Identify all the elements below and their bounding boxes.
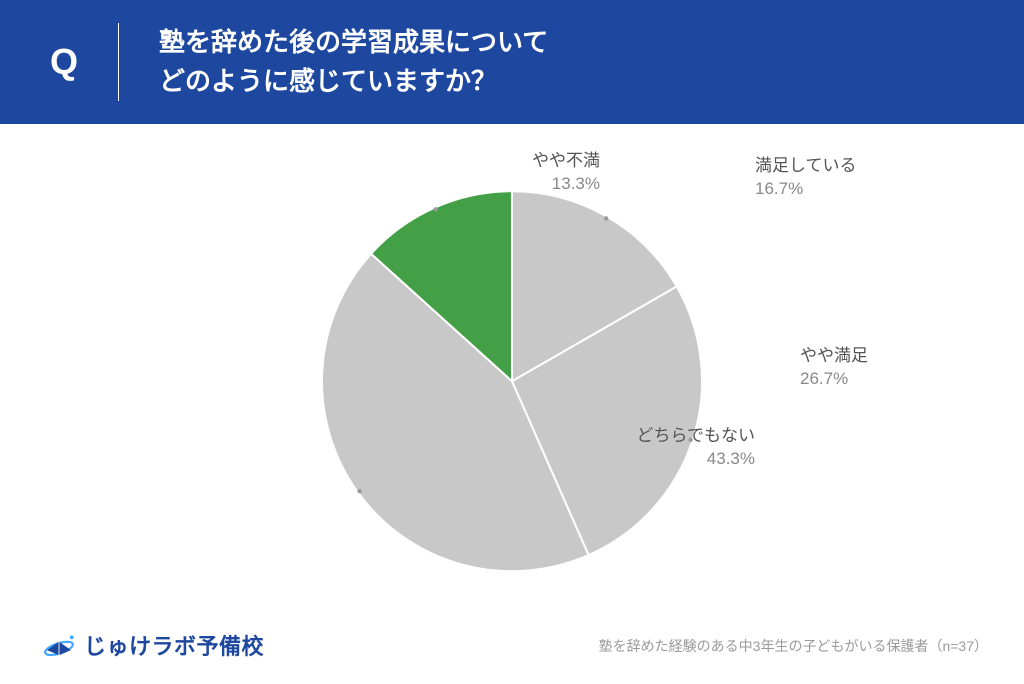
brand: じゅけラボ予備校 [42,628,264,662]
pie-chart [322,191,702,571]
slice-label: 満足している16.7% [755,155,857,201]
footnote: 塾を辞めた経験のある中3年生の子どもがいる保護者（n=37） [599,636,988,656]
question-text: 塾を辞めた後の学習成果について どのように感じていますか？ [159,23,548,101]
pie-svg [322,191,702,571]
header-divider [118,23,119,101]
leader-dot [357,489,361,493]
slice-label-text: やや不満 [532,150,600,173]
question-line-1: 塾を辞めた後の学習成果について [159,23,548,62]
header: Q 塾を辞めた後の学習成果について どのように感じていますか？ [0,0,1024,124]
brand-name: じゅけラボ予備校 [84,629,264,661]
slice-label: やや不満13.3% [532,150,600,196]
slice-label-pct: 13.3% [532,173,600,196]
slice-label-text: やや満足 [800,345,868,368]
question-line-2: どのように感じていますか？ [159,62,548,101]
slice-label-pct: 16.7% [755,178,857,201]
slice-label-pct: 26.7% [800,368,868,391]
slice-label: どちらでもない43.3% [637,425,756,471]
slice-label: やや満足26.7% [800,345,868,391]
brand-logo-icon [42,628,76,662]
slice-label-text: 満足している [755,155,857,178]
slice-label-text: どちらでもない [637,425,756,448]
question-marker: Q [50,41,118,83]
leader-dot [604,216,608,220]
slice-label-pct: 43.3% [637,448,756,471]
leader-dot [434,207,438,211]
chart-area: 満足している16.7% やや満足26.7% どちらでもない43.3% やや不満13.3… [0,124,1024,684]
